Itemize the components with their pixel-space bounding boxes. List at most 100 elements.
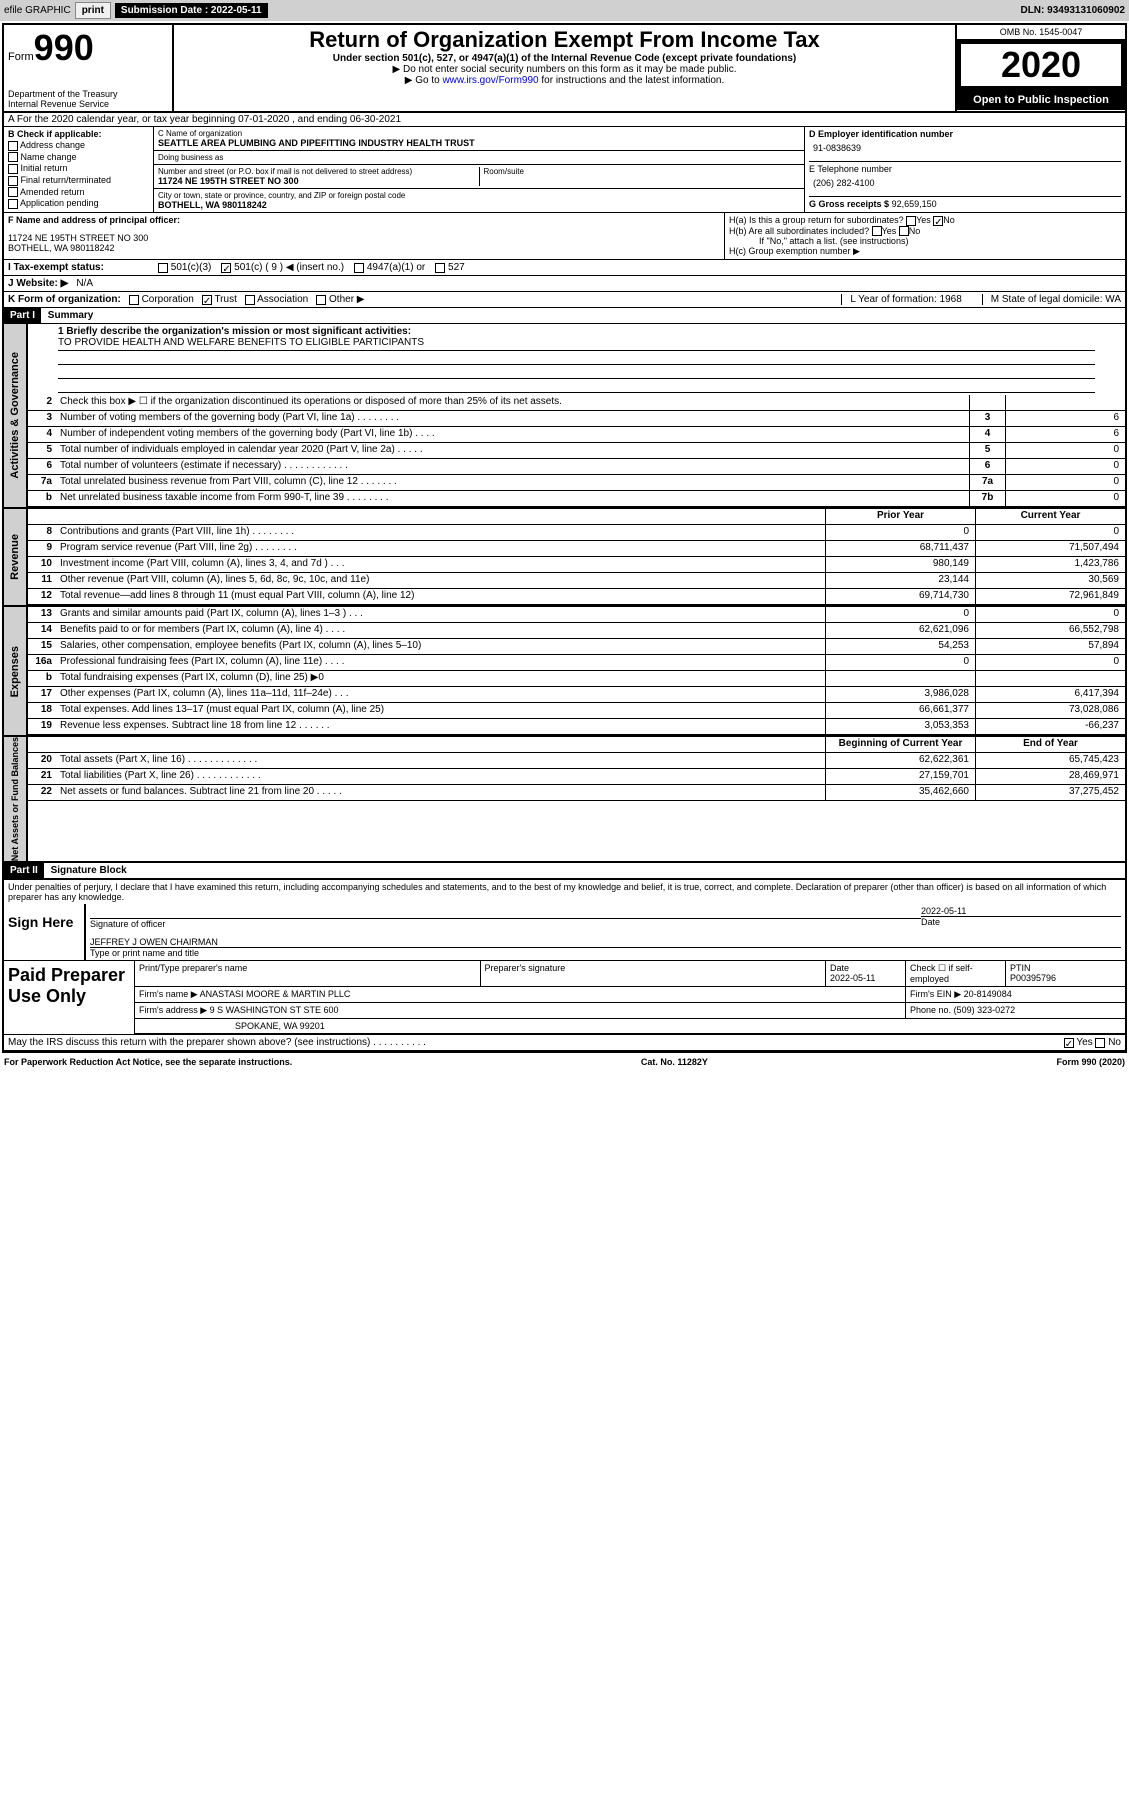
mission-q: 1 Briefly describe the organization's mi… — [58, 326, 1095, 337]
fin-header: Prior Year Current Year — [28, 509, 1125, 525]
row-k: K Form of organization: Corporation Trus… — [4, 292, 1125, 308]
mission-a: TO PROVIDE HEALTH AND WELFARE BENEFITS T… — [58, 337, 1095, 351]
fin-line: 11Other revenue (Part VIII, column (A), … — [28, 573, 1125, 589]
officer-name: JEFFREY J OWEN CHAIRMAN — [90, 937, 1121, 947]
officer-addr2: BOTHELL, WA 980118242 — [8, 243, 720, 253]
form-number: Form990 — [8, 27, 168, 69]
preparer-section: Paid Preparer Use Only Print/Type prepar… — [4, 961, 1125, 1035]
na-header: Beginning of Current Year End of Year — [28, 737, 1125, 753]
efile-label: efile GRAPHIC — [4, 5, 71, 16]
gov-line: 4Number of independent voting members of… — [28, 427, 1125, 443]
vert-exp: Expenses — [9, 646, 21, 697]
header-mid: Return of Organization Exempt From Incom… — [174, 25, 955, 111]
page-footer: For Paperwork Reduction Act Notice, see … — [0, 1055, 1129, 1069]
box-b-title: B Check if applicable: — [8, 129, 149, 139]
k-label: K Form of organization: — [8, 294, 121, 305]
mission-block: 1 Briefly describe the organization's mi… — [28, 324, 1125, 395]
sign-section: Sign Here Signature of officer 2022-05-1… — [4, 904, 1125, 961]
activities-governance: Activities & Governance 1 Briefly descri… — [4, 324, 1125, 509]
footer-right: Form 990 (2020) — [1056, 1057, 1125, 1067]
name-label: C Name of organization — [158, 129, 800, 138]
phone-label: E Telephone number — [809, 164, 1121, 174]
fin-line: 14Benefits paid to or for members (Part … — [28, 623, 1125, 639]
revenue-section: Revenue Prior Year Current Year 8Contrib… — [4, 509, 1125, 607]
part1-header: Part I Summary — [4, 308, 1125, 324]
gov-line: bNet unrelated business taxable income f… — [28, 491, 1125, 507]
dept-label: Department of the Treasury Internal Reve… — [8, 89, 168, 109]
vert-rev: Revenue — [9, 534, 21, 580]
i-label: I Tax-exempt status: — [8, 262, 158, 273]
fin-line: 15Salaries, other compensation, employee… — [28, 639, 1125, 655]
fin-line: 13Grants and similar amounts paid (Part … — [28, 607, 1125, 623]
part2-badge: Part II — [4, 863, 44, 878]
chk-final[interactable]: Final return/terminated — [8, 175, 149, 186]
chk-name[interactable]: Name change — [8, 152, 149, 163]
part2-title: Signature Block — [47, 863, 131, 878]
row-j: J Website: ▶ N/A — [4, 276, 1125, 292]
gov-line: 7aTotal unrelated business revenue from … — [28, 475, 1125, 491]
part2-header: Part II Signature Block — [4, 863, 1125, 879]
subtitle-1: Under section 501(c), 527, or 4947(a)(1)… — [180, 53, 949, 64]
print-button[interactable]: print — [75, 2, 111, 19]
box-c: C Name of organization SEATTLE AREA PLUM… — [154, 127, 805, 212]
fin-line: 17Other expenses (Part IX, column (A), l… — [28, 687, 1125, 703]
form990-link[interactable]: www.irs.gov/Form990 — [442, 75, 538, 86]
box-deg: D Employer identification number 91-0838… — [805, 127, 1125, 212]
discuss-q: May the IRS discuss this return with the… — [8, 1037, 1064, 1048]
expenses-section: Expenses 13Grants and similar amounts pa… — [4, 607, 1125, 737]
city-label: City or town, state or province, country… — [158, 191, 800, 200]
gov-line: 2Check this box ▶ ☐ if the organization … — [28, 395, 1125, 411]
footer-mid: Cat. No. 11282Y — [641, 1057, 708, 1067]
row-fh: F Name and address of principal officer:… — [4, 213, 1125, 260]
sig-date: 2022-05-11 — [921, 906, 1121, 916]
ein-value: 91-0838639 — [809, 139, 1121, 157]
chk-address[interactable]: Address change — [8, 140, 149, 151]
officer-addr1: 11724 NE 195TH STREET NO 300 — [8, 225, 720, 243]
part1-badge: Part I — [4, 308, 41, 323]
phone-value: (206) 282-4100 — [809, 174, 1121, 192]
subtitle-3: ▶ Go to www.irs.gov/Form990 for instruct… — [180, 75, 949, 86]
gov-line: 3Number of voting members of the governi… — [28, 411, 1125, 427]
city-value: BOTHELL, WA 980118242 — [158, 200, 800, 210]
gov-line: 5Total number of individuals employed in… — [28, 443, 1125, 459]
gov-line: 6Total number of volunteers (estimate if… — [28, 459, 1125, 475]
paid-preparer: Paid Preparer Use Only — [4, 961, 134, 1034]
name-label: Type or print name and title — [90, 948, 199, 958]
officer-label: F Name and address of principal officer: — [8, 215, 720, 225]
form-header: Form990 Department of the Treasury Inter… — [4, 25, 1125, 113]
box-b: B Check if applicable: Address change Na… — [4, 127, 154, 212]
box-f: F Name and address of principal officer:… — [4, 213, 725, 259]
header-left: Form990 Department of the Treasury Inter… — [4, 25, 174, 111]
fin-line: 19Revenue less expenses. Subtract line 1… — [28, 719, 1125, 735]
fin-line: 16aProfessional fundraising fees (Part I… — [28, 655, 1125, 671]
hc-label: H(c) Group exemption number ▶ — [729, 246, 1121, 257]
dba-label: Doing business as — [158, 153, 800, 162]
fin-line: 22Net assets or fund balances. Subtract … — [28, 785, 1125, 801]
hb-label: H(b) Are all subordinates included? — [729, 226, 869, 236]
submission-date: Submission Date : 2022-05-11 — [115, 3, 268, 18]
fin-line: 10Investment income (Part VIII, column (… — [28, 557, 1125, 573]
fin-line: bTotal fundraising expenses (Part IX, co… — [28, 671, 1125, 687]
room-label: Room/suite — [484, 167, 801, 176]
part1-title: Summary — [44, 308, 98, 323]
org-name: SEATTLE AREA PLUMBING AND PIPEFITTING IN… — [158, 138, 800, 148]
fin-line: 8Contributions and grants (Part VIII, li… — [28, 525, 1125, 541]
footer-left: For Paperwork Reduction Act Notice, see … — [4, 1057, 292, 1067]
gross-label: G Gross receipts $ — [809, 199, 889, 209]
chk-amended[interactable]: Amended return — [8, 187, 149, 198]
sig-label: Signature of officer — [90, 919, 165, 929]
vert-gov: Activities & Governance — [9, 352, 21, 479]
form-title: Return of Organization Exempt From Incom… — [180, 27, 949, 53]
dln-label: DLN: 93493131060902 — [1020, 5, 1125, 16]
tax-year: 2020 — [957, 40, 1125, 90]
fin-line: 9Program service revenue (Part VIII, lin… — [28, 541, 1125, 557]
chk-pending[interactable]: Application pending — [8, 198, 149, 209]
year-formation: L Year of formation: 1968 — [841, 294, 961, 305]
header-right: OMB No. 1545-0047 2020 Open to Public In… — [955, 25, 1125, 111]
fin-line: 12Total revenue—add lines 8 through 11 (… — [28, 589, 1125, 605]
addr-label: Number and street (or P.O. box if mail i… — [158, 167, 475, 176]
netassets-section: Net Assets or Fund Balances Beginning of… — [4, 737, 1125, 863]
chk-initial[interactable]: Initial return — [8, 163, 149, 174]
website-value: N/A — [76, 278, 93, 289]
j-label: J Website: ▶ — [8, 278, 68, 289]
